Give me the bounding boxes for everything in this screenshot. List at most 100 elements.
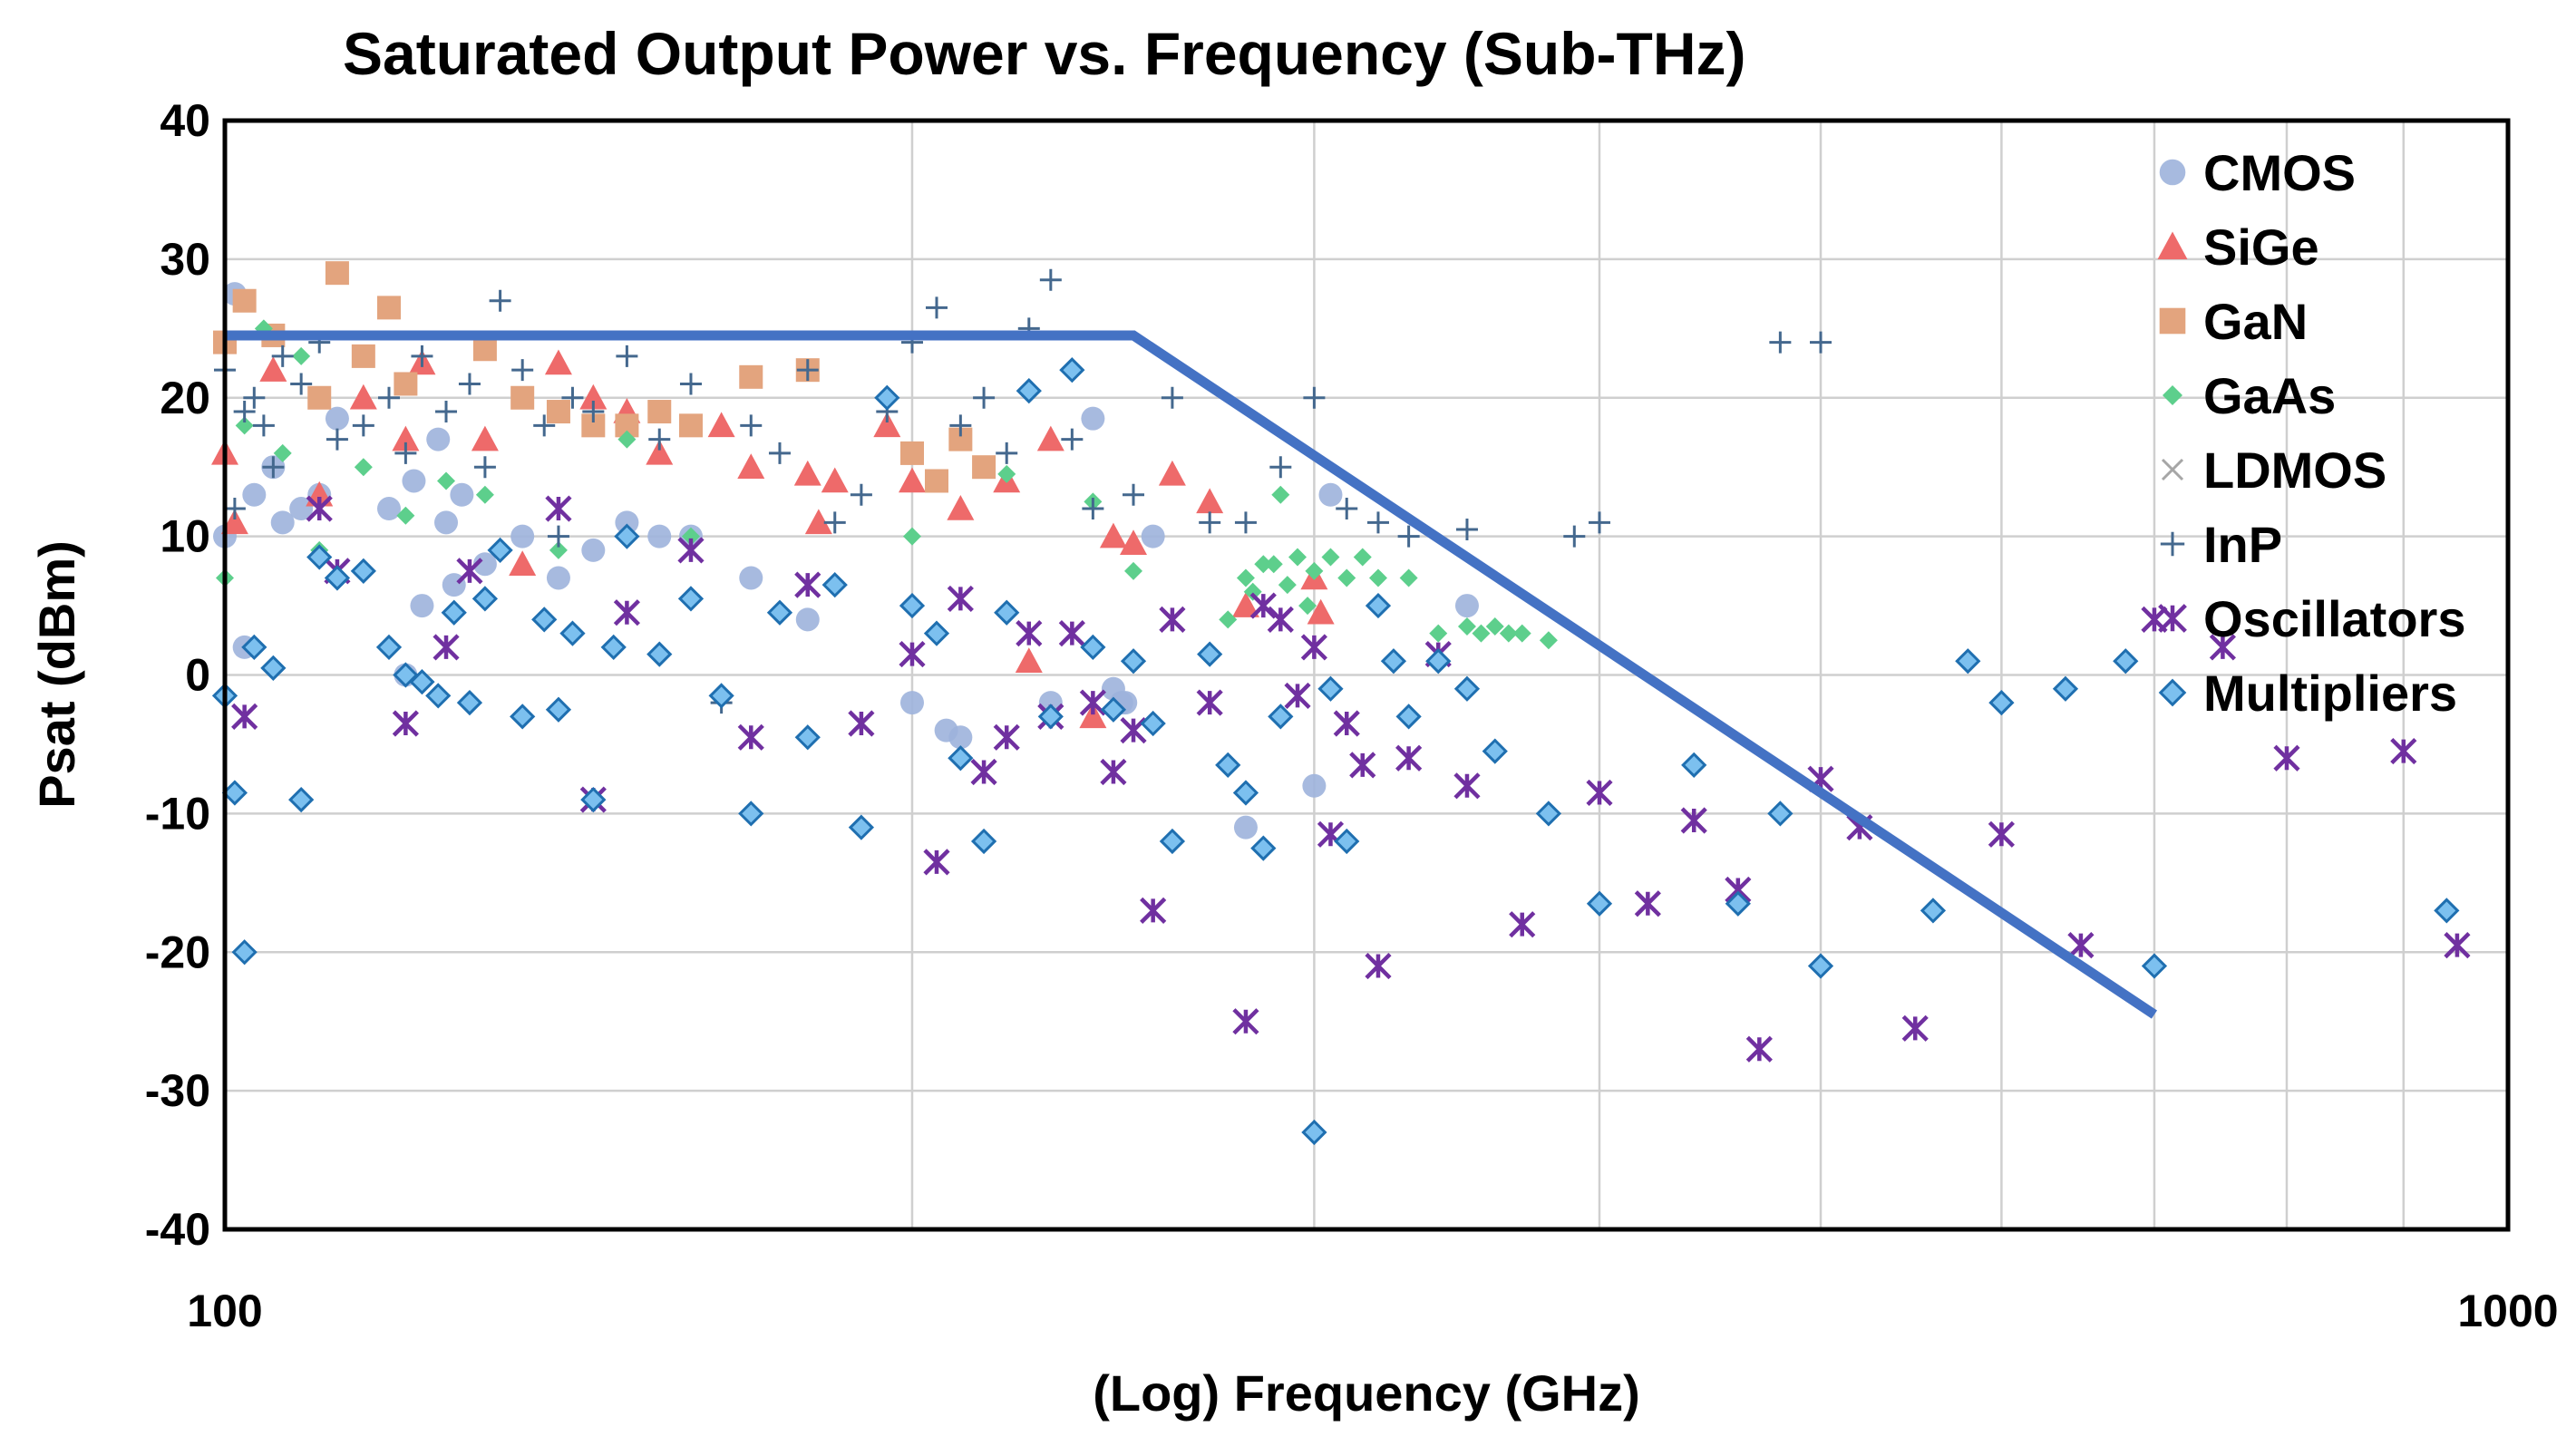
sige-point [1158,460,1186,486]
multipliers-point [1120,648,1147,675]
oscillators-point [545,495,572,522]
inp-point [949,414,972,437]
multipliers-point [1301,1119,1327,1146]
y-tick-label: 10 [160,511,210,562]
multipliers-point [677,586,705,612]
oscillators-point [1300,634,1327,661]
oscillators-point [1016,620,1043,647]
multipliers-point [923,620,950,646]
sige-point [544,349,572,375]
inp-point [1810,331,1832,354]
oscillators-point [1267,606,1294,633]
cmos-point [546,566,570,590]
cmos-point [450,482,474,507]
cmos-point [426,427,451,451]
oscillators-point [1365,952,1392,980]
gan-point [678,413,703,438]
x-tick-label: 1000 [2457,1286,2558,1336]
inp-point [435,401,458,423]
cmos-point [410,594,434,618]
gaas-point [617,430,637,449]
x-axis-ticks: 100 1000 [187,1286,2558,1336]
gaas-point [681,527,700,546]
oscillators-point [392,710,419,737]
oscillators-point [1988,820,2015,848]
multipliers-point [1317,675,1344,702]
sige-point [1120,529,1148,556]
gaas-point [1264,555,1283,574]
inp-point [679,373,702,395]
oscillators-point [1745,1035,1773,1063]
multipliers-point [545,696,572,723]
multipliers-point [970,828,997,855]
sige-point [1099,522,1127,548]
multipliers-point [510,704,536,730]
legend-marker-multipliers [2158,678,2187,707]
inp-point [411,345,433,367]
oscillators-point [433,634,460,661]
multipliers-point [948,745,974,772]
x-axis-label: (Log) Frequency (GHz) [1093,1364,1640,1422]
inp-point [458,373,481,395]
sige-point [392,425,420,451]
sige-point [259,356,287,382]
inp-point [768,442,791,464]
cmos-point [402,469,426,493]
cmos-point [899,691,924,715]
multipliers-point [531,607,558,633]
cmos-point [325,406,349,431]
inp-point [648,428,671,451]
legend-label-sige: SiGe [2203,218,2319,276]
inp-point [352,414,374,437]
series-multipliers [211,357,2460,1146]
oscillators-point [848,710,875,737]
cmos-point [739,566,763,590]
y-tick-label: -40 [145,1204,210,1255]
series-sige [211,349,1335,729]
cmos-point [289,497,314,521]
legend-marker-sige [2157,231,2188,260]
gan-point [546,400,570,424]
multipliers-point [306,544,333,570]
gaas-point [902,527,921,546]
inp-point [377,386,400,409]
inp-point [1061,428,1084,451]
multipliers-point [1380,648,1407,675]
y-tick-label: 20 [160,373,210,423]
oscillators-point [1901,1014,1929,1042]
multipliers-point [456,689,483,716]
gaas-point [549,540,568,559]
gaas-point [1298,597,1317,616]
inp-point [1336,498,1358,520]
inp-point [1366,511,1389,534]
multipliers-point [471,586,499,612]
oscillators-point [737,723,764,751]
cmos-point [948,725,973,750]
gan-point [472,337,497,362]
inp-point [271,345,294,367]
sige-point [898,467,926,493]
inp-point [740,414,763,437]
multipliers-point [708,683,734,709]
oscillators-point [1079,689,1106,716]
legend-label-inp: InP [2203,516,2282,573]
oscillators-point [1333,710,1360,737]
gaas-point [1124,561,1143,580]
multipliers-point [614,523,640,549]
gaas-point [1457,616,1476,636]
multipliers-point [1807,953,1834,979]
inp-point [1397,525,1420,548]
multipliers-point [1586,890,1613,917]
legend-marker-ldmos [2161,458,2184,481]
cmos-point [1302,773,1327,798]
inp-point [1161,386,1183,409]
inp-point [973,386,996,409]
multipliers-point [1100,696,1127,723]
inp-point [1039,268,1062,291]
legend-label-ldmos: LDMOS [2203,442,2386,499]
inp-point [582,401,605,423]
legend-label-oscillators: Oscillators [2203,590,2465,647]
inp-point [1082,498,1104,520]
gan-point [647,400,672,424]
multipliers-point [1250,835,1277,861]
